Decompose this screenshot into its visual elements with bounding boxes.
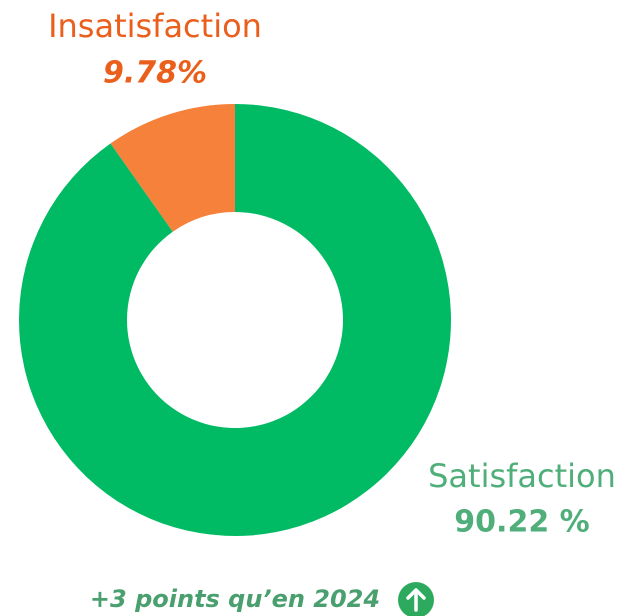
- donut-slice: [110, 104, 235, 232]
- value-label: 90.22 %: [454, 505, 589, 540]
- annotation: +3 points qu’en 2024: [90, 585, 380, 613]
- slice-label: Satisfaction: [428, 457, 616, 495]
- slice-label: Insatisfaction: [48, 7, 262, 45]
- donut-slice: [19, 104, 452, 536]
- up-arrow-icon: [398, 582, 434, 616]
- value-label: 9.78%: [103, 56, 207, 91]
